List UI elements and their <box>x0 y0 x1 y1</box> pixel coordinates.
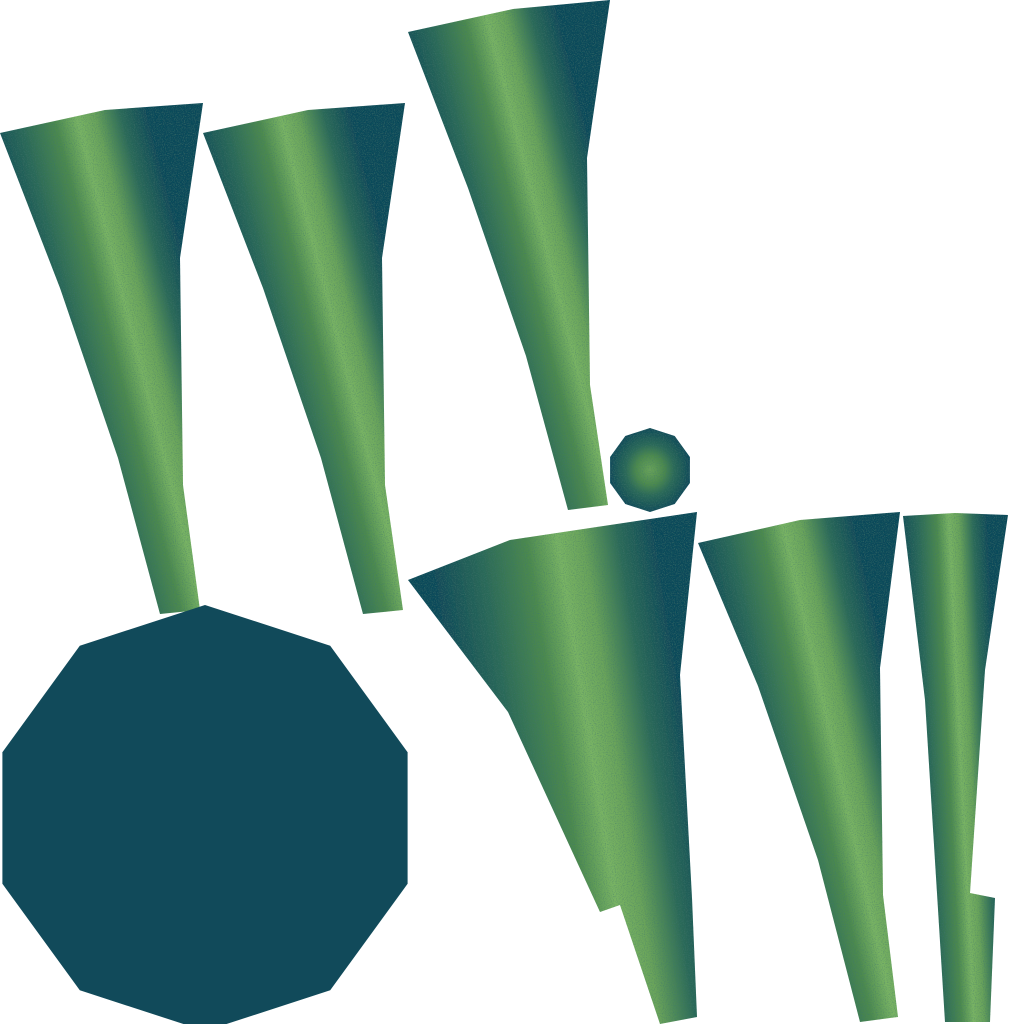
leaf-strip-6 <box>903 513 1008 1022</box>
leaf-strip-3 <box>408 0 610 510</box>
leaf-strip-1 <box>0 103 203 614</box>
large-disc <box>2 605 408 1024</box>
small-disc <box>610 428 690 512</box>
leaf-strip-2 <box>203 103 405 614</box>
leaf-strip-5 <box>698 512 900 1022</box>
leaf-strip-4 <box>408 512 697 1024</box>
